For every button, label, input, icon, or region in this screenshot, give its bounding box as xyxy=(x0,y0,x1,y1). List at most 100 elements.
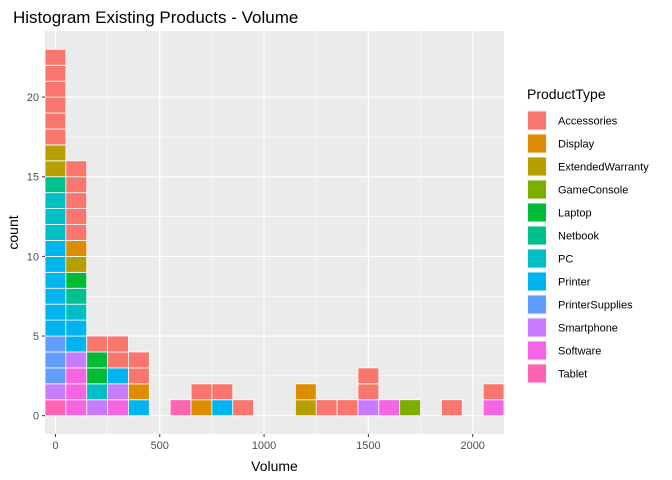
legend-key-swatch xyxy=(528,341,546,360)
legend-label: GameConsole xyxy=(558,185,628,197)
x-axis-title: Volume xyxy=(251,458,298,474)
histogram-bar-segment xyxy=(86,351,108,369)
histogram-bar-segment xyxy=(65,160,88,178)
y-tick-label: 5 xyxy=(33,331,39,343)
histogram-bar-segment xyxy=(107,399,129,417)
histogram-bar-segment xyxy=(169,399,192,417)
histogram-bar-segment xyxy=(65,176,88,194)
histogram-bar-segment xyxy=(44,224,67,241)
y-axis-ticks: 0 5 10 15 20 xyxy=(27,92,45,423)
legend-label: Laptop xyxy=(558,208,592,220)
histogram-bar-segment xyxy=(65,319,88,337)
histogram-bar-segment xyxy=(107,335,129,353)
histogram-bar-segment xyxy=(65,335,88,353)
y-tick-label: 0 xyxy=(33,411,39,423)
histogram-bar-segment xyxy=(86,367,108,385)
legend-key-swatch xyxy=(528,226,546,245)
legend-label: Accessories xyxy=(558,116,618,128)
histogram-bar-segment xyxy=(232,399,255,417)
legend-key-swatch xyxy=(528,203,546,222)
histogram-bar-segment xyxy=(44,383,67,401)
legend-key-swatch xyxy=(528,111,546,130)
histogram-bar-segment xyxy=(44,192,67,210)
histogram-bar-segment xyxy=(44,48,67,66)
y-tick-label: 20 xyxy=(27,92,39,104)
x-tick-label: 1500 xyxy=(356,440,380,452)
x-tick-label: 1000 xyxy=(252,440,276,452)
histogram-bar-segment xyxy=(482,399,505,417)
histogram-bars xyxy=(44,48,505,417)
histogram-bar-segment xyxy=(44,144,67,162)
legend-label: PC xyxy=(558,254,573,266)
histogram-bar-segment xyxy=(44,208,67,225)
histogram-bar-segment xyxy=(294,399,317,417)
legend-items: Accessories Display ExtendedWarranty GameCo… xyxy=(527,110,649,384)
histogram-bar-segment xyxy=(482,383,505,401)
legend-label: Software xyxy=(558,346,601,358)
histogram-bar-segment xyxy=(65,255,88,273)
legend-label: Tablet xyxy=(558,369,587,381)
histogram-bar-segment xyxy=(44,335,67,353)
x-axis-ticks: 0 500 1000 1500 2000 xyxy=(52,434,485,452)
legend-key-swatch xyxy=(528,318,546,337)
legend-label: Netbook xyxy=(558,231,599,243)
histogram-bar-segment xyxy=(378,399,401,417)
histogram-bar-segment xyxy=(44,319,67,337)
y-tick-label: 10 xyxy=(27,251,39,263)
histogram-bar-segment xyxy=(65,240,88,257)
histogram-bar-segment xyxy=(441,399,463,417)
histogram-bar-segment xyxy=(44,287,67,305)
histogram-bar-segment xyxy=(86,335,108,353)
histogram-bar-segment xyxy=(128,351,150,369)
histogram-bar-segment xyxy=(336,399,359,417)
legend-key-swatch xyxy=(528,249,546,268)
histogram-bar-segment xyxy=(128,383,150,401)
histogram-bar-segment xyxy=(65,399,88,417)
legend-label: Smartphone xyxy=(558,323,618,335)
histogram-bar-segment xyxy=(128,399,150,417)
histogram-bar-segment xyxy=(65,287,88,305)
histogram-bar-segment xyxy=(107,367,129,385)
chart-title: Histogram Existing Products - Volume xyxy=(13,8,298,27)
x-tick-label: 0 xyxy=(52,440,58,452)
histogram-bar-segment xyxy=(44,128,67,146)
y-axis-title: count xyxy=(5,215,21,249)
legend-label: ExtendedWarranty xyxy=(558,162,649,174)
histogram-bar-segment xyxy=(65,303,88,321)
legend-key-swatch xyxy=(528,134,546,153)
legend-key-swatch xyxy=(528,364,546,383)
x-tick-label: 2000 xyxy=(460,440,484,452)
histogram-bar-segment xyxy=(107,383,129,401)
legend-key-swatch xyxy=(528,157,546,176)
histogram-bar-segment xyxy=(44,399,67,417)
x-tick-label: 500 xyxy=(151,440,169,452)
legend-key-swatch xyxy=(528,180,546,199)
histogram-bar-segment xyxy=(65,383,88,401)
histogram-bar-segment xyxy=(211,383,234,401)
histogram-bar-segment xyxy=(107,351,129,369)
histogram-bar-segment xyxy=(86,383,108,401)
histogram-bar-segment xyxy=(44,64,67,82)
histogram-bar-segment xyxy=(65,224,88,241)
histogram-bar-segment xyxy=(44,176,67,194)
histogram-bar-segment xyxy=(211,399,234,417)
histogram-bar-segment xyxy=(44,240,67,257)
legend-label: Printer xyxy=(558,277,591,289)
histogram-bar-segment xyxy=(65,271,88,289)
histogram-bar-segment xyxy=(44,271,67,289)
histogram-bar-segment xyxy=(315,399,338,417)
legend-key-swatch xyxy=(528,272,546,291)
histogram-bar-segment xyxy=(44,112,67,130)
histogram-bar-segment xyxy=(44,80,67,98)
histogram-bar-segment xyxy=(357,367,380,385)
histogram-bar-segment xyxy=(190,383,213,401)
histogram-bar-segment xyxy=(65,351,88,369)
histogram-bar-segment xyxy=(399,399,421,417)
legend-title: ProductType xyxy=(527,86,606,102)
histogram-bar-segment xyxy=(86,399,108,417)
histogram-bar-segment xyxy=(190,399,213,417)
y-tick-label: 15 xyxy=(27,172,39,184)
histogram-bar-segment xyxy=(44,96,67,114)
legend-key-swatch xyxy=(528,295,546,314)
